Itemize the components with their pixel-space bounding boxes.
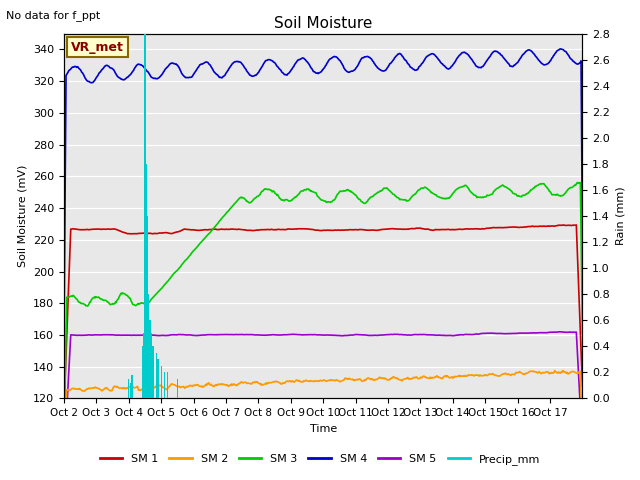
Bar bbox=[157, 360, 159, 398]
Bar bbox=[161, 366, 162, 398]
Bar bbox=[145, 138, 147, 398]
Bar bbox=[147, 216, 148, 398]
Bar bbox=[142, 353, 143, 398]
Legend: SM 1, SM 2, SM 3, SM 4, SM 5, Precip_mm: SM 1, SM 2, SM 3, SM 4, SM 5, Precip_mm bbox=[95, 450, 545, 469]
Bar bbox=[131, 375, 132, 398]
Bar bbox=[149, 320, 150, 398]
Bar bbox=[147, 268, 148, 398]
Y-axis label: Soil Moisture (mV): Soil Moisture (mV) bbox=[17, 165, 28, 267]
Bar bbox=[148, 294, 149, 398]
Bar bbox=[152, 346, 154, 398]
Bar bbox=[177, 379, 178, 398]
X-axis label: Time: Time bbox=[310, 424, 337, 433]
Bar bbox=[156, 353, 157, 398]
Title: Soil Moisture: Soil Moisture bbox=[274, 16, 372, 31]
Bar bbox=[146, 164, 147, 398]
Bar bbox=[130, 383, 131, 398]
Text: VR_met: VR_met bbox=[71, 40, 124, 54]
Bar bbox=[151, 333, 152, 398]
Bar bbox=[144, 294, 145, 398]
Bar bbox=[143, 346, 144, 398]
Y-axis label: Rain (mm): Rain (mm) bbox=[616, 187, 625, 245]
Bar bbox=[164, 372, 165, 398]
Bar bbox=[145, 34, 146, 398]
Bar bbox=[128, 379, 129, 398]
Bar bbox=[143, 333, 145, 398]
Text: No data for f_ppt: No data for f_ppt bbox=[6, 10, 100, 21]
Bar bbox=[167, 372, 168, 398]
